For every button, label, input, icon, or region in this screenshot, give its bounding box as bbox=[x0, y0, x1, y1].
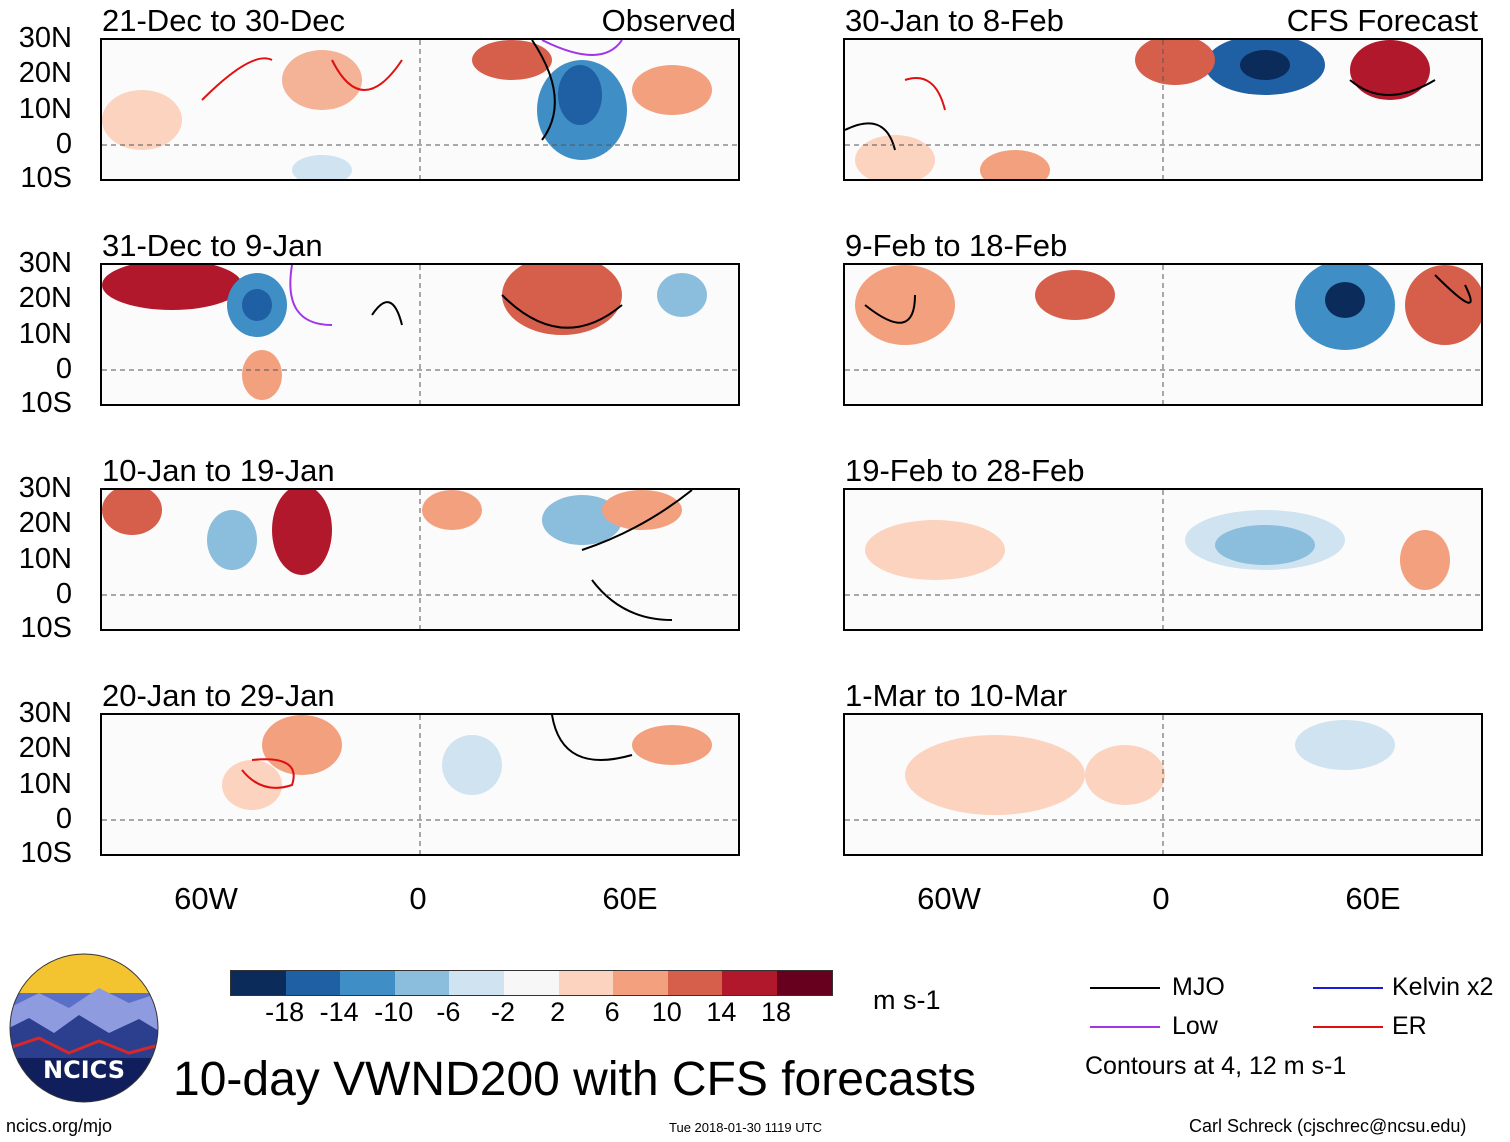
map-svg-1 bbox=[102, 40, 738, 179]
lat-label: 10S bbox=[20, 612, 72, 644]
colorbar-label: 6 bbox=[604, 997, 620, 1027]
lat-label: 20N bbox=[18, 732, 72, 764]
colorbar-label: 14 bbox=[706, 997, 737, 1027]
lat-label: 10N bbox=[18, 768, 72, 800]
lon-label-60e-right: 60E bbox=[1345, 881, 1401, 916]
map-svg-4 bbox=[102, 715, 738, 854]
lat-label: 10N bbox=[18, 318, 72, 350]
colorbar-swatch bbox=[667, 971, 723, 995]
colorbar-swatch bbox=[285, 971, 341, 995]
map-svg-6 bbox=[845, 265, 1481, 404]
colorbar-units: m s-1 bbox=[873, 985, 941, 1015]
legend-line-kelvin bbox=[1313, 987, 1383, 989]
lat-label: 20N bbox=[18, 282, 72, 314]
lat-label: 10N bbox=[18, 543, 72, 575]
lon-label-60w-left: 60W bbox=[174, 881, 238, 916]
colorbar-swatch bbox=[558, 971, 614, 995]
lat-label: 10S bbox=[20, 387, 72, 419]
panel-title-8: 1-Mar to 10-Mar bbox=[845, 678, 1068, 713]
colorbar-label: -6 bbox=[436, 997, 461, 1027]
lat-label: 20N bbox=[18, 57, 72, 89]
panel-tag-forecast: CFS Forecast bbox=[1286, 3, 1478, 38]
colorbar-swatch bbox=[503, 971, 559, 995]
legend-label-kelvin: Kelvin x2 bbox=[1392, 973, 1494, 1001]
panel-title-4: 20-Jan to 29-Jan bbox=[102, 678, 335, 713]
panel-title-7: 19-Feb to 28-Feb bbox=[845, 453, 1085, 488]
logo-text: NCICS bbox=[43, 1056, 125, 1084]
colorbar-label: -18 bbox=[265, 997, 305, 1027]
map-svg-3 bbox=[102, 490, 738, 629]
panel-title-5: 30-Jan to 8-Feb bbox=[845, 3, 1064, 38]
panel-title-2: 31-Dec to 9-Jan bbox=[102, 228, 323, 263]
legend-line-low bbox=[1090, 1026, 1160, 1028]
colorbar-label: 10 bbox=[651, 997, 682, 1027]
panel-title-3: 10-Jan to 19-Jan bbox=[102, 453, 335, 488]
map-panel-8 bbox=[843, 713, 1483, 856]
panel-title-1: 21-Dec to 30-Dec bbox=[102, 3, 345, 38]
lat-label: 10S bbox=[20, 837, 72, 869]
colorbar-swatch bbox=[449, 971, 504, 995]
footer-url[interactable]: ncics.org/mjo bbox=[6, 1116, 113, 1136]
main-title: 10-day VWND200 with CFS forecasts bbox=[173, 1053, 976, 1106]
colorbar-label: 18 bbox=[760, 997, 792, 1027]
colorbar-label: -10 bbox=[374, 997, 414, 1027]
lat-label: 10S bbox=[20, 162, 72, 194]
map-panel-2 bbox=[100, 263, 740, 406]
legend-label-mjo: MJO bbox=[1172, 973, 1225, 1001]
footer-author: Carl Schreck (cjschrec@ncsu.edu) bbox=[1189, 1116, 1467, 1136]
colorbar-swatch bbox=[613, 971, 668, 995]
lat-label: 0 bbox=[55, 803, 72, 835]
map-svg-2 bbox=[102, 265, 738, 404]
map-panel-5 bbox=[843, 38, 1483, 181]
legend-line-er bbox=[1313, 1026, 1383, 1028]
lat-label: 10N bbox=[18, 93, 72, 125]
map-panel-6 bbox=[843, 263, 1483, 406]
panel-tag-observed: Observed bbox=[601, 3, 736, 38]
footer-timestamp: Tue 2018-01-30 1119 UTC bbox=[669, 1120, 822, 1135]
map-svg-7 bbox=[845, 490, 1481, 629]
panel-title-6: 9-Feb to 18-Feb bbox=[845, 228, 1068, 263]
lat-label: 0 bbox=[55, 128, 72, 160]
lat-label: 20N bbox=[18, 507, 72, 539]
map-svg-5 bbox=[845, 40, 1481, 179]
legend-label-low: Low bbox=[1172, 1012, 1218, 1040]
colorbar-label: 2 bbox=[550, 997, 566, 1027]
lon-label-60e-left: 60E bbox=[602, 881, 658, 916]
legend-line-mjo bbox=[1090, 987, 1160, 989]
map-panel-7 bbox=[843, 488, 1483, 631]
map-panel-1 bbox=[100, 38, 740, 181]
lat-label: 0 bbox=[55, 353, 72, 385]
legend-label-er: ER bbox=[1392, 1012, 1427, 1040]
lon-label-0-right: 0 bbox=[1152, 881, 1170, 916]
lat-label: 30N bbox=[18, 697, 72, 729]
ncics-logo: NCICS bbox=[9, 953, 159, 1103]
lon-label-0-left: 0 bbox=[409, 881, 427, 916]
lon-label-60w-right: 60W bbox=[917, 881, 981, 916]
map-panel-3 bbox=[100, 488, 740, 631]
colorbar-label: -14 bbox=[319, 997, 359, 1027]
map-panel-4 bbox=[100, 713, 740, 856]
lat-label: 0 bbox=[55, 578, 72, 610]
colorbar-label: -2 bbox=[490, 997, 515, 1027]
contours-note: Contours at 4, 12 m s-1 bbox=[1085, 1052, 1347, 1080]
colorbar-swatch bbox=[340, 971, 395, 995]
colorbar-swatch bbox=[231, 971, 286, 995]
lat-label: 30N bbox=[18, 22, 72, 54]
colorbar-swatch bbox=[776, 971, 832, 995]
colorbar bbox=[230, 970, 833, 996]
lat-label: 30N bbox=[18, 247, 72, 279]
lat-label: 30N bbox=[18, 472, 72, 504]
colorbar-swatch bbox=[394, 971, 450, 995]
colorbar-swatch bbox=[722, 971, 777, 995]
map-svg-8 bbox=[845, 715, 1481, 854]
